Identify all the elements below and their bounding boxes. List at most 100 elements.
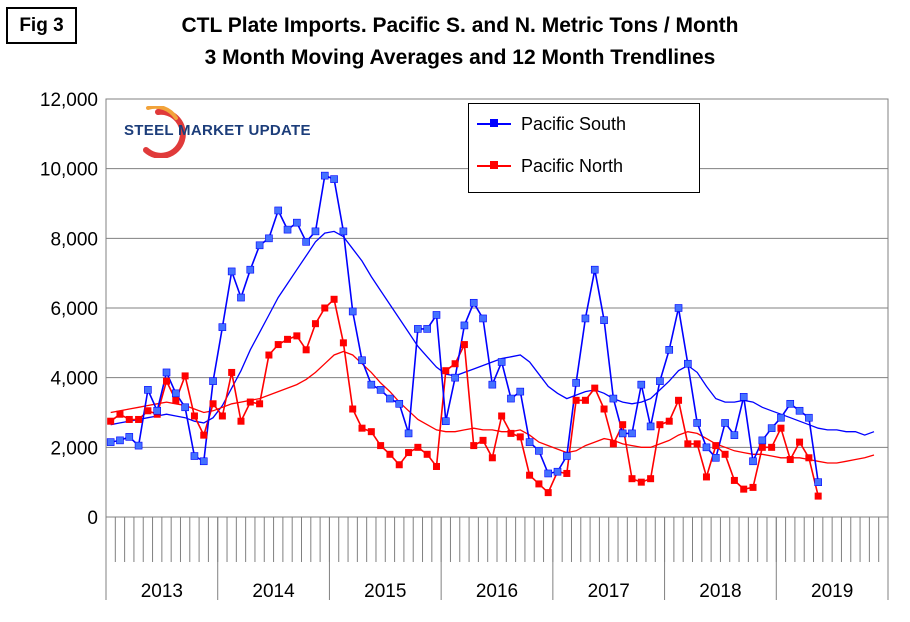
point-pacific-north <box>237 417 245 425</box>
point-pacific-south <box>516 387 525 396</box>
x-axis: 2013 2014 2015 2016 2017 2018 2019 <box>105 516 889 602</box>
point-pacific-north <box>265 351 273 359</box>
y-tick-label: 12,000 <box>40 90 98 111</box>
point-pacific-north <box>190 412 198 420</box>
point-pacific-north <box>460 341 468 349</box>
point-pacific-north <box>274 341 282 349</box>
point-pacific-south <box>497 358 506 366</box>
point-pacific-north <box>768 443 776 451</box>
point-pacific-south <box>814 478 822 486</box>
year-label: 2017 <box>588 581 630 602</box>
point-pacific-south <box>684 359 692 368</box>
point-pacific-south <box>535 447 543 455</box>
point-pacific-north <box>498 412 506 420</box>
point-pacific-south <box>144 386 152 394</box>
point-pacific-south <box>786 399 795 408</box>
point-pacific-north <box>693 440 701 448</box>
point-pacific-south <box>116 436 124 445</box>
point-pacific-south <box>209 377 217 385</box>
point-pacific-south <box>311 227 320 236</box>
point-pacific-north <box>321 304 329 312</box>
point-pacific-north <box>544 489 552 497</box>
legend: Pacific South Pacific North <box>468 103 700 193</box>
point-pacific-north <box>405 449 413 457</box>
point-pacific-north <box>470 442 478 450</box>
point-pacific-south <box>711 453 720 462</box>
point-pacific-north <box>740 485 748 493</box>
point-pacific-north <box>758 443 766 451</box>
point-pacific-south <box>600 316 608 324</box>
point-pacific-south <box>693 419 701 427</box>
point-pacific-south <box>414 325 422 333</box>
point-pacific-south <box>451 373 459 382</box>
point-pacific-south <box>656 377 664 385</box>
point-pacific-north <box>814 492 822 500</box>
point-pacific-south <box>320 171 329 180</box>
point-pacific-north <box>730 476 738 484</box>
point-pacific-south <box>795 406 804 415</box>
point-pacific-north <box>432 462 440 470</box>
point-pacific-south <box>674 304 683 312</box>
point-pacific-south <box>293 218 301 227</box>
point-pacific-north <box>256 400 264 408</box>
point-pacific-north <box>395 461 403 469</box>
point-pacific-south <box>227 267 236 276</box>
point-pacific-north <box>796 438 804 446</box>
point-pacific-north <box>684 440 692 448</box>
point-pacific-south <box>386 394 394 403</box>
point-pacific-south <box>404 429 413 438</box>
point-pacific-south <box>721 419 729 427</box>
point-pacific-north <box>563 469 571 477</box>
point-pacific-north <box>619 421 627 429</box>
point-pacific-south <box>395 399 404 408</box>
point-pacific-north <box>628 475 636 483</box>
point-pacific-north <box>675 396 683 404</box>
point-pacific-north <box>777 424 785 432</box>
point-pacific-south <box>749 457 757 466</box>
point-pacific-south <box>134 441 143 450</box>
logo-arc-icon <box>146 106 178 120</box>
point-pacific-south <box>460 321 469 330</box>
legend-label-north: Pacific North <box>521 155 624 176</box>
point-pacific-south <box>553 467 562 476</box>
point-pacific-south <box>255 241 264 250</box>
point-pacific-north <box>349 405 357 413</box>
point-pacific-north <box>581 396 589 404</box>
point-pacific-south <box>423 325 431 333</box>
point-pacific-north <box>786 456 794 464</box>
series-layer <box>106 171 875 500</box>
point-pacific-south <box>302 238 310 246</box>
point-pacific-south <box>432 311 441 319</box>
point-pacific-north <box>507 429 515 437</box>
point-pacific-north <box>135 415 143 423</box>
point-pacific-north <box>125 415 133 423</box>
point-pacific-south <box>628 429 636 438</box>
point-pacific-north <box>516 433 524 441</box>
year-label: 2019 <box>811 581 853 602</box>
point-pacific-south <box>739 393 748 401</box>
point-pacific-south <box>106 438 115 446</box>
point-pacific-north <box>116 410 124 418</box>
y-tick-label: 10,000 <box>40 160 98 181</box>
point-pacific-south <box>237 293 245 302</box>
point-pacific-north <box>647 475 655 483</box>
y-tick-label: 4,000 <box>50 369 98 390</box>
y-tick-label: 8,000 <box>50 229 98 250</box>
point-pacific-north <box>479 436 487 444</box>
point-pacific-south <box>488 380 497 389</box>
steel-market-update-logo <box>143 106 186 158</box>
point-pacific-north <box>423 450 431 458</box>
point-pacific-north <box>805 454 813 462</box>
point-pacific-north <box>284 335 292 343</box>
y-tick-label: 2,000 <box>50 438 98 459</box>
point-pacific-north <box>209 400 217 408</box>
point-pacific-south <box>646 422 655 431</box>
point-pacific-south <box>572 379 580 387</box>
point-pacific-north <box>200 431 208 439</box>
point-pacific-north <box>414 443 422 451</box>
legend-label-south: Pacific South <box>521 113 627 134</box>
point-pacific-south <box>348 307 357 316</box>
point-pacific-south <box>469 298 478 307</box>
point-pacific-north <box>330 295 338 303</box>
